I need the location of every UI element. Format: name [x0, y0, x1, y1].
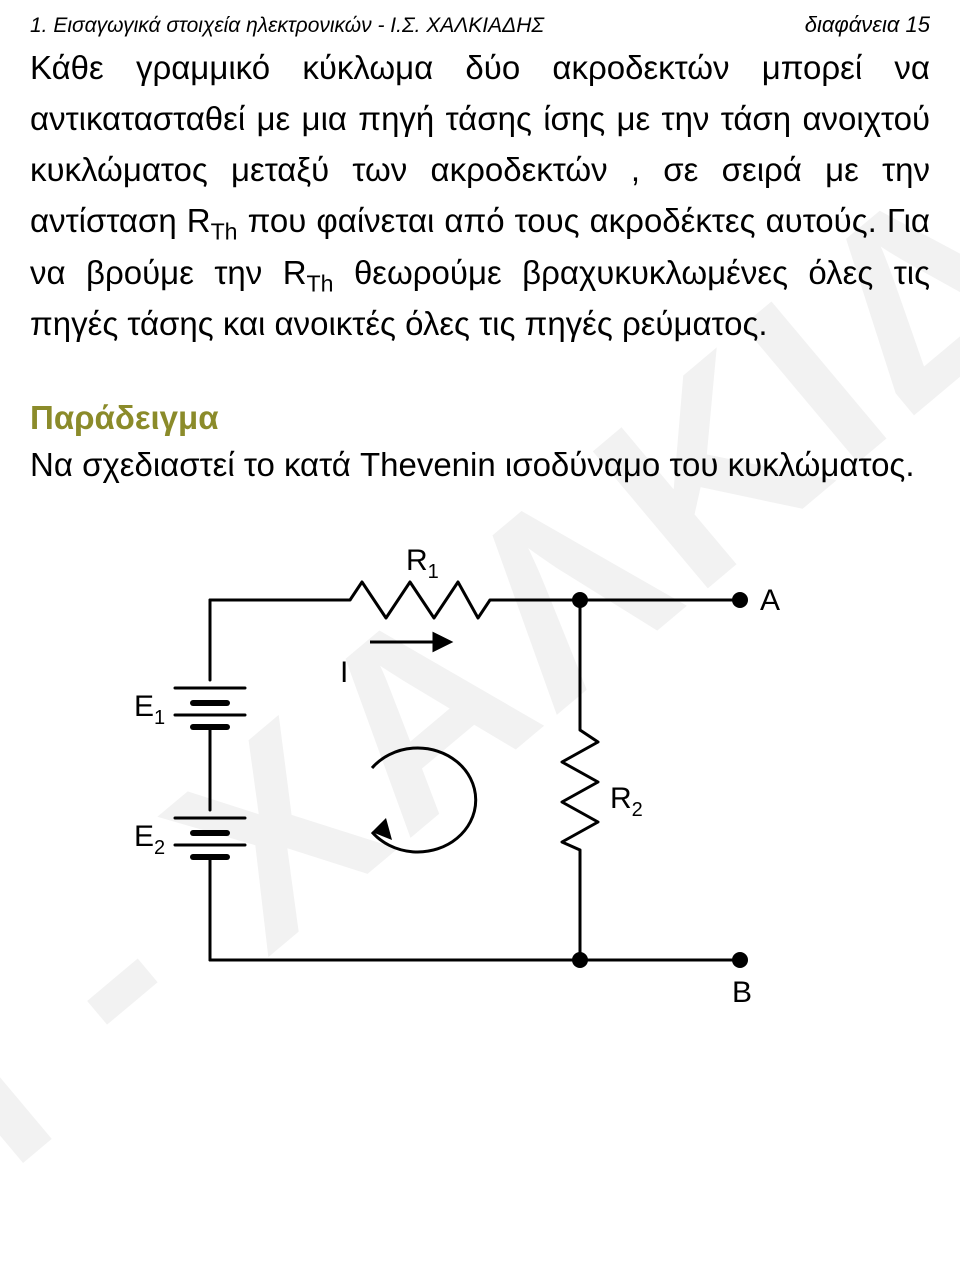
- label-E2: E2: [134, 820, 165, 859]
- label-R2: R2: [610, 782, 643, 821]
- circuit-diagram: R1 R2 E1 E2 I A B: [120, 530, 840, 1010]
- header-left: 1. Εισαγωγικά στοιχεία ηλεκτρονικών - Ι.…: [30, 14, 544, 38]
- label-R1: R1: [406, 544, 439, 583]
- label-A: A: [760, 584, 780, 617]
- header-right: διαφάνεια 15: [805, 12, 930, 38]
- label-I: I: [340, 656, 348, 689]
- main-paragraph: Κάθε γραμμικό κύκλωμα δύο ακροδεκτών μπο…: [30, 42, 930, 349]
- circuit-diagram-wrap: R1 R2 E1 E2 I A B: [30, 530, 930, 1010]
- label-E1: E1: [134, 690, 165, 729]
- page-header: 1. Εισαγωγικά στοιχεία ηλεκτρονικών - Ι.…: [30, 12, 930, 38]
- example-heading: Παράδειγμα: [30, 399, 930, 437]
- para-sub-1: Th: [211, 219, 238, 245]
- para-sub-2: Th: [307, 270, 334, 296]
- example-text: Να σχεδιαστεί το κατά Thevenin ισοδύναμο…: [30, 439, 930, 490]
- label-B: B: [732, 976, 752, 1009]
